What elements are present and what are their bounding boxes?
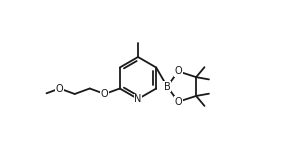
Text: N: N <box>134 94 142 104</box>
Text: O: O <box>101 89 109 99</box>
Text: O: O <box>56 83 63 93</box>
Text: O: O <box>174 66 182 76</box>
Text: B: B <box>164 82 170 92</box>
Text: O: O <box>174 97 182 107</box>
